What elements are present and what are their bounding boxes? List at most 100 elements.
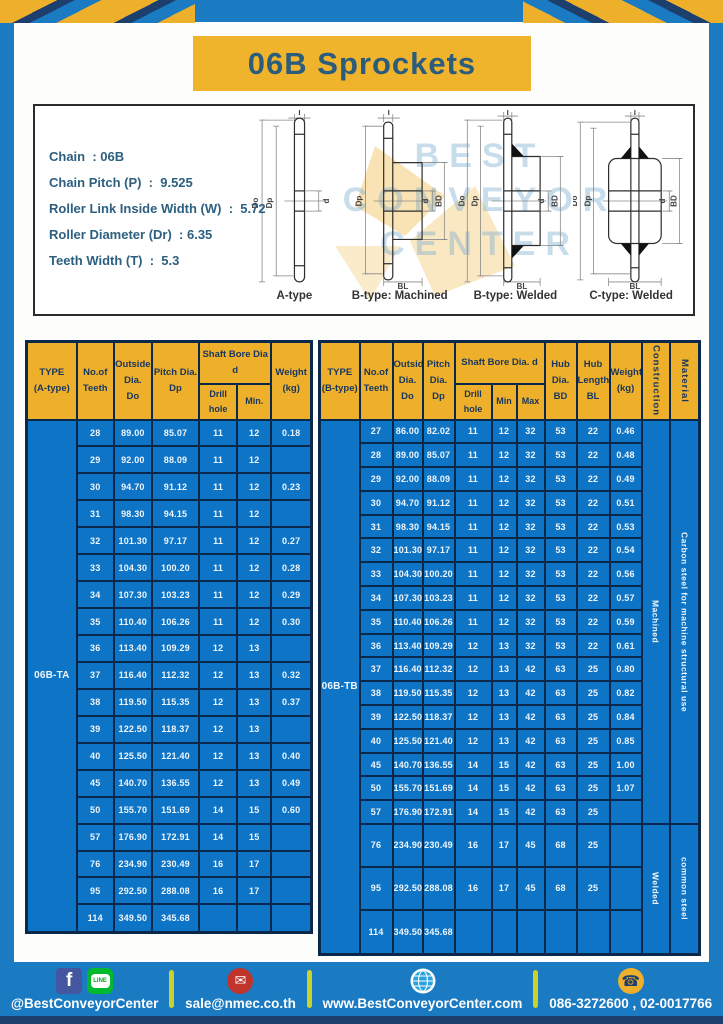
table-row: 37 116.40 112.32 12 13 42 63 25 0.80 bbox=[320, 656, 700, 683]
diagram-caption: B-type: Machined bbox=[351, 290, 448, 302]
data-cell: 63 bbox=[543, 656, 578, 683]
phone-icon: ☎ bbox=[617, 967, 644, 994]
dim-t-label: T bbox=[633, 110, 638, 117]
data-cell: 15 bbox=[490, 775, 518, 802]
data-cell: 12 bbox=[490, 489, 518, 516]
data-cell: 11 bbox=[453, 466, 493, 492]
line-icon: LINE bbox=[87, 967, 114, 994]
data-cell: 36 bbox=[75, 634, 115, 663]
table-row: 29 92.00 88.09 11 12 bbox=[27, 445, 313, 475]
data-cell: 16 bbox=[453, 865, 493, 911]
data-cell: 50 bbox=[75, 795, 115, 825]
data-cell: 140.70 bbox=[391, 751, 424, 778]
col-material: Material bbox=[668, 340, 701, 421]
col-teeth: No.of Teeth bbox=[75, 340, 115, 421]
col-construction: Construction bbox=[640, 340, 671, 421]
table-row: 31 98.30 94.15 11 12 32 53 22 0.53 bbox=[320, 513, 700, 540]
data-cell: 22 bbox=[575, 632, 611, 659]
data-cell: 16 bbox=[198, 876, 239, 906]
data-cell: 11 bbox=[453, 537, 493, 564]
data-cell: 53 bbox=[543, 585, 578, 611]
data-cell: 95 bbox=[75, 876, 115, 906]
data-cell: 76 bbox=[75, 849, 115, 879]
data-cell: 40 bbox=[75, 741, 115, 771]
col-max: Max bbox=[515, 382, 546, 421]
data-cell: 13 bbox=[490, 680, 518, 707]
table-row: 30 94.70 91.12 11 12 0.23 bbox=[27, 472, 313, 502]
type-group-cell: 06B-TB bbox=[318, 418, 361, 956]
data-cell: 39 bbox=[75, 714, 115, 744]
data-cell: 53 bbox=[543, 489, 578, 516]
data-cell: 0.18 bbox=[270, 418, 313, 448]
diagram-b-type-machined: T Dp d BD BL B-type: Machined bbox=[342, 110, 458, 310]
watermark-text: BEST CONVEYOR CENTER bbox=[260, 134, 700, 266]
data-cell: 22 bbox=[575, 466, 611, 492]
dim-do-label: Do bbox=[458, 196, 466, 207]
data-cell: 25 bbox=[575, 680, 611, 707]
data-cell: 68 bbox=[543, 823, 578, 868]
data-cell: 12 bbox=[453, 656, 493, 683]
data-cell: 0.85 bbox=[608, 727, 643, 754]
data-cell: 100.20 bbox=[421, 561, 456, 588]
data-cell: 39 bbox=[358, 704, 394, 730]
data-cell: 118.37 bbox=[421, 704, 456, 730]
line-glyph: LINE bbox=[90, 973, 110, 988]
col-type: TYPE (A-type) bbox=[25, 340, 78, 421]
data-cell: 0.32 bbox=[270, 660, 313, 690]
dim-do-label: Do bbox=[573, 196, 579, 207]
data-cell: 0.27 bbox=[270, 526, 313, 556]
data-cell: 12 bbox=[490, 608, 518, 635]
data-cell: 45 bbox=[515, 823, 546, 868]
table-row: 35 110.40 106.26 11 12 32 53 22 0.59 bbox=[320, 608, 700, 635]
data-cell: 57 bbox=[358, 799, 394, 826]
data-cell: 121.40 bbox=[150, 741, 201, 771]
data-cell: 101.30 bbox=[391, 537, 424, 564]
sprocket-diagrams: T Do Dp d A-type bbox=[247, 110, 689, 310]
table-row: 38 119.50 115.35 12 13 0.37 bbox=[27, 687, 313, 717]
data-cell: 97.17 bbox=[150, 526, 201, 556]
col-pitch-dia: Pitch Dia. Dp bbox=[150, 340, 201, 421]
table-row: 06B-TA 28 89.00 85.07 11 12 0.18 bbox=[25, 418, 313, 934]
data-cell: 17 bbox=[490, 823, 518, 868]
data-cell: 82.02 bbox=[421, 418, 456, 445]
data-cell: 53 bbox=[543, 537, 578, 564]
data-cell: 113.40 bbox=[391, 632, 424, 659]
data-cell: 119.50 bbox=[391, 680, 424, 707]
data-cell: 53 bbox=[543, 608, 578, 635]
data-cell: 42 bbox=[515, 727, 546, 754]
table-row: 28 89.00 85.07 11 12 32 53 22 0.48 bbox=[320, 442, 700, 469]
data-cell: 31 bbox=[75, 499, 115, 529]
table-row: 76 234.90 230.49 16 17 45 68 25 Welded common ste… bbox=[320, 823, 701, 956]
data-cell bbox=[270, 634, 313, 663]
footer-divider bbox=[169, 970, 175, 1008]
spec-chain-pitch: Chain Pitch (P) : 9.525 bbox=[49, 175, 193, 190]
data-cell: 42 bbox=[515, 656, 546, 683]
data-cell: 106.26 bbox=[421, 608, 456, 635]
spec-panel: BEST CONVEYOR CENTER Chain : 06B Chain P… bbox=[33, 104, 695, 316]
data-cell: 32 bbox=[75, 526, 115, 556]
data-cell: 12 bbox=[490, 418, 518, 445]
data-cell: 12 bbox=[490, 442, 518, 469]
data-cell: 12 bbox=[490, 537, 518, 564]
data-cell: 13 bbox=[490, 704, 518, 730]
table-row: 36 113.40 109.29 12 13 bbox=[27, 634, 313, 663]
data-cell: 11 bbox=[198, 499, 239, 529]
table-row: 45 140.70 136.55 12 13 0.49 bbox=[27, 768, 313, 798]
dim-d-label: d bbox=[659, 198, 668, 203]
table-row: 06B-TB 27 86.00 82.02 11 12 32 53 22 0.46 Machined… bbox=[318, 418, 701, 956]
data-cell: 63 bbox=[543, 775, 578, 802]
data-cell: 0.46 bbox=[608, 418, 643, 445]
data-cell: 45 bbox=[358, 751, 394, 778]
col-drill-hole: Drill hole bbox=[198, 382, 239, 421]
data-cell: 22 bbox=[575, 537, 611, 564]
data-cell: 0.57 bbox=[608, 585, 643, 611]
data-cell: 25 bbox=[575, 823, 611, 868]
data-cell: 345.68 bbox=[421, 908, 456, 956]
data-cell: 30 bbox=[358, 489, 394, 516]
data-cell: 112.32 bbox=[421, 656, 456, 683]
data-cell: 13 bbox=[490, 632, 518, 659]
data-cell: 94.15 bbox=[421, 513, 456, 540]
data-cell: 0.82 bbox=[608, 680, 643, 707]
data-cell: 234.90 bbox=[391, 823, 424, 868]
